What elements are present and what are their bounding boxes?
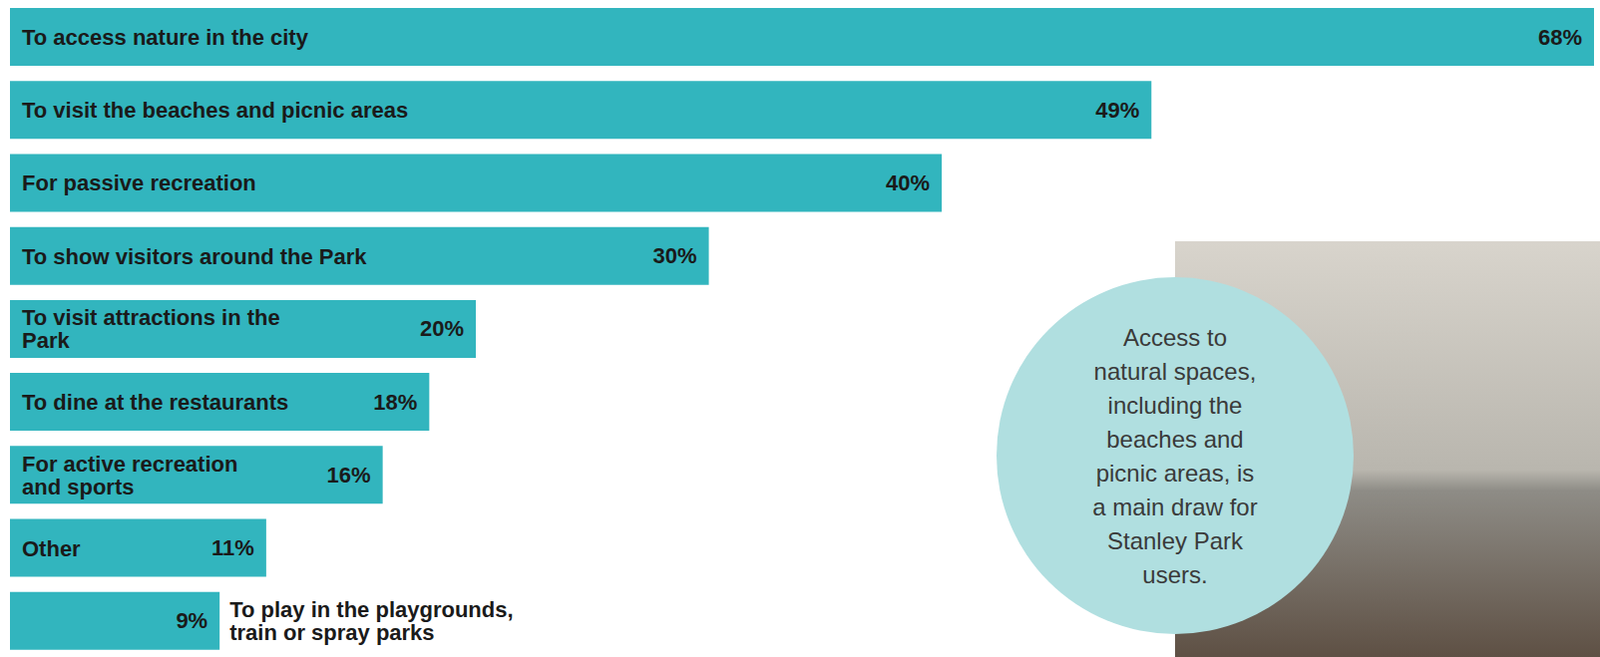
svg-text:16%: 16% [327, 462, 372, 488]
svg-text:To dine at the restaurants: To dine at the restaurants [21, 390, 289, 415]
svg-text:For passive recreation: For passive recreation [21, 170, 257, 196]
svg-text:To visit the beaches and picni: To visit the beaches and picnic areas [21, 97, 408, 123]
svg-text:Other: Other [21, 535, 81, 561]
svg-text:To show visitors around the Pa: To show visitors around the Park [21, 243, 368, 269]
svg-text:40%: 40% [885, 170, 930, 196]
svg-text:9%: 9% [175, 608, 208, 634]
svg-text:11%: 11% [211, 535, 255, 561]
svg-text:18%: 18% [373, 390, 417, 415]
svg-text:30%: 30% [653, 243, 698, 269]
svg-text:To play in the playgrounds,tra: To play in the playgrounds,train or spra… [229, 597, 513, 646]
svg-text:20%: 20% [419, 316, 464, 342]
svg-text:49%: 49% [1095, 97, 1140, 123]
svg-text:To access nature in the city: To access nature in the city [21, 24, 310, 50]
svg-text:68%: 68% [1538, 24, 1583, 50]
svg-text:For active recreationand sport: For active recreationand sports [21, 450, 238, 499]
svg-text:To visit attractions in thePar: To visit attractions in thePark [21, 305, 281, 354]
svg-text:Access tonatural spaces,includ: Access tonatural spaces,including thebea… [1092, 324, 1257, 589]
